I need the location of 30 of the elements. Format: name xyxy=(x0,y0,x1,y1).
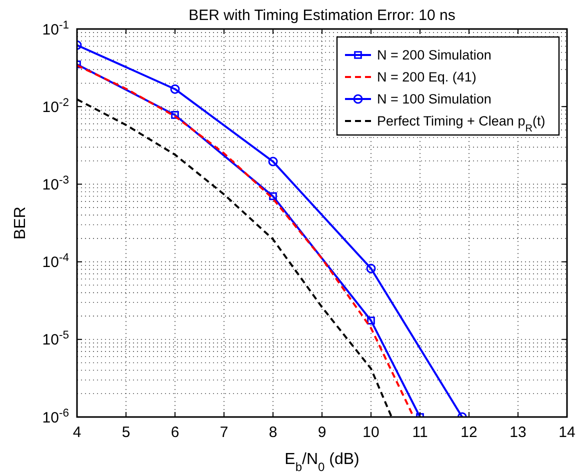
point xyxy=(268,156,278,166)
x-tick-label: 10 xyxy=(362,424,380,441)
y-tick-label: 10$^{-4}$ xyxy=(42,252,69,272)
point xyxy=(367,316,375,324)
y-axis-title: BER xyxy=(12,206,29,240)
chart-title: BER with Timing Estimation Error: 10 ns xyxy=(188,7,456,24)
point xyxy=(171,111,179,119)
legend-label: N = 100 Simulation xyxy=(377,92,492,107)
y-tick-label: 10$^{-1}$ xyxy=(42,19,69,38)
x-tick-label: 8 xyxy=(268,424,278,441)
x-tick-label: 4 xyxy=(72,424,82,441)
point xyxy=(170,84,180,94)
y-tick-label: 10$^{-5}$ xyxy=(42,330,69,349)
y-tick-label: 10$^{-3}$ xyxy=(42,174,69,194)
x-tick-label: 14 xyxy=(558,424,576,441)
y-tick-label: 10$^{-6}$ xyxy=(42,407,69,426)
x-tick-label: 6 xyxy=(170,424,180,441)
x-tick-label: 13 xyxy=(510,424,526,441)
x-tick-label: 5 xyxy=(122,424,130,441)
x-tick-label: 7 xyxy=(220,424,228,441)
legend-label: Perfect Timing + Clean p$_{R}$(t) xyxy=(377,114,546,134)
x-tick-label: 11 xyxy=(412,424,428,441)
point xyxy=(269,192,277,200)
x-tick-label: 9 xyxy=(318,424,326,441)
x-tick-label: 12 xyxy=(460,424,478,441)
y-tick-label: 10$^{-2}$ xyxy=(42,96,69,116)
legend-label: N = 200 Simulation xyxy=(377,48,492,63)
x-axis-title: E$_{b}$/N$_{0}$ (dB) xyxy=(284,451,360,474)
point xyxy=(366,264,376,274)
legend-label: N = 200 Eq. (41) xyxy=(377,70,476,85)
